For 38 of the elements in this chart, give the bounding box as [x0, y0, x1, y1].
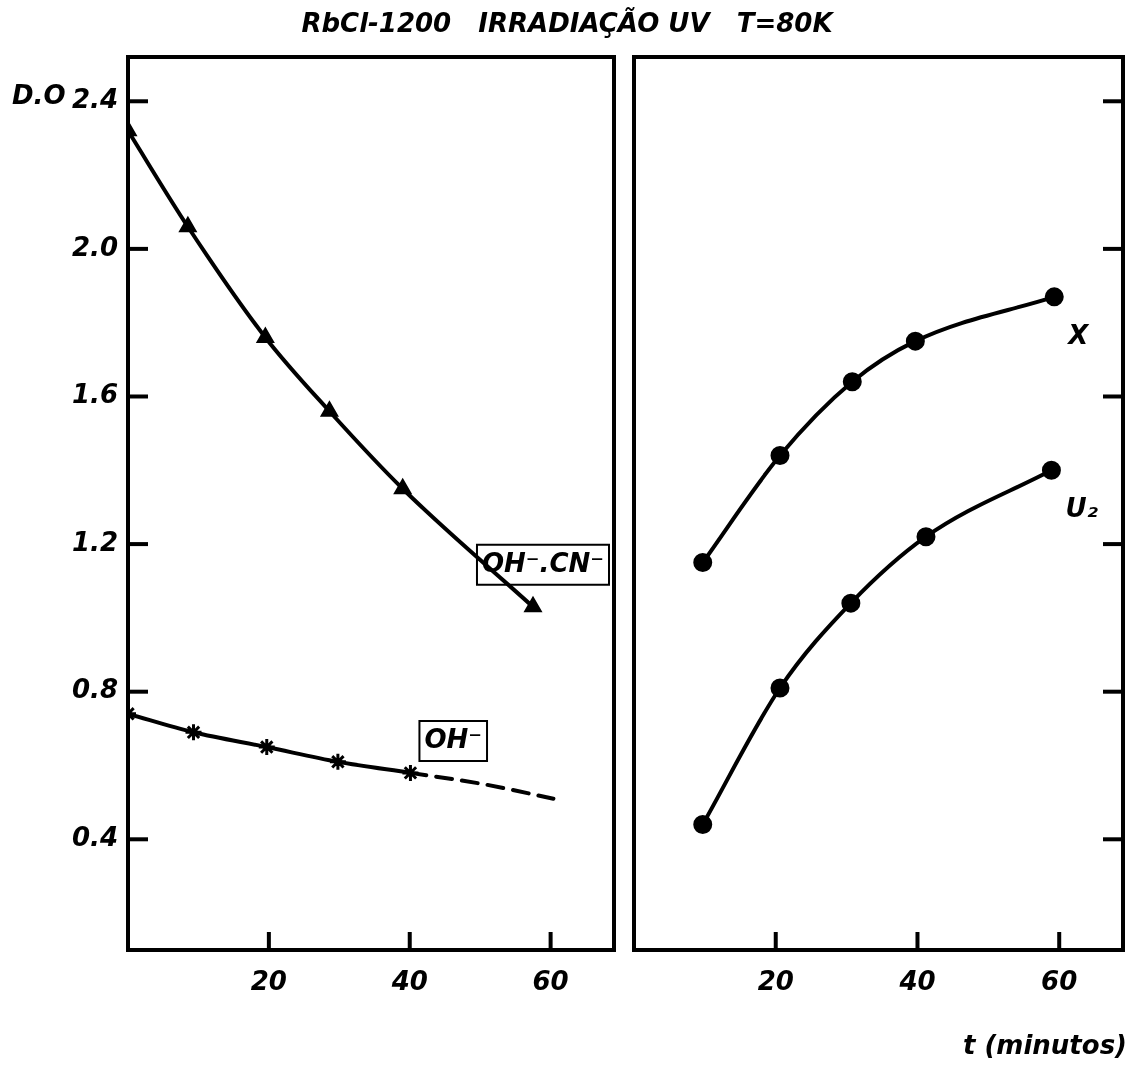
point [328, 752, 348, 772]
y-tick-label: 1.2 [71, 526, 118, 557]
y-tick-label: 0.4 [71, 822, 118, 853]
x-tick-label: 40 [898, 966, 936, 997]
point [770, 446, 790, 466]
point [394, 479, 412, 495]
point [905, 331, 925, 351]
x-tick-label: 20 [757, 966, 794, 997]
point [179, 217, 197, 233]
point [841, 593, 861, 613]
point [693, 815, 713, 835]
y-tick-label: 1.6 [71, 379, 118, 410]
series-label: U₂ [1065, 493, 1099, 524]
y-tick-label: 2.4 [71, 84, 118, 115]
point [842, 372, 862, 392]
x-tick-label: 40 [390, 966, 428, 997]
series-label: X [1066, 319, 1091, 350]
y-axis-title: D.O [12, 80, 66, 110]
point [184, 722, 203, 742]
y-tick-label: 0.8 [71, 674, 118, 705]
point [916, 527, 936, 547]
point [256, 327, 274, 343]
x-tick-label: 60 [532, 966, 569, 997]
x-axis-title: t (minutos) [962, 1030, 1127, 1060]
point [770, 678, 790, 698]
point [400, 763, 420, 783]
point [257, 737, 277, 757]
point [693, 553, 713, 573]
point [1041, 460, 1061, 480]
y-tick-label: 2.0 [71, 231, 118, 262]
series-label: OH⁻.CN⁻ [481, 547, 604, 578]
x-tick-label: 60 [1041, 966, 1078, 997]
series-label: OH⁻ [424, 723, 483, 754]
point [321, 401, 338, 417]
point [524, 597, 542, 613]
point [1044, 287, 1064, 307]
chart-title: RbCl-1200 IRRADIAÇÃO UV T=80K [300, 8, 835, 38]
x-tick-label: 20 [250, 966, 287, 997]
